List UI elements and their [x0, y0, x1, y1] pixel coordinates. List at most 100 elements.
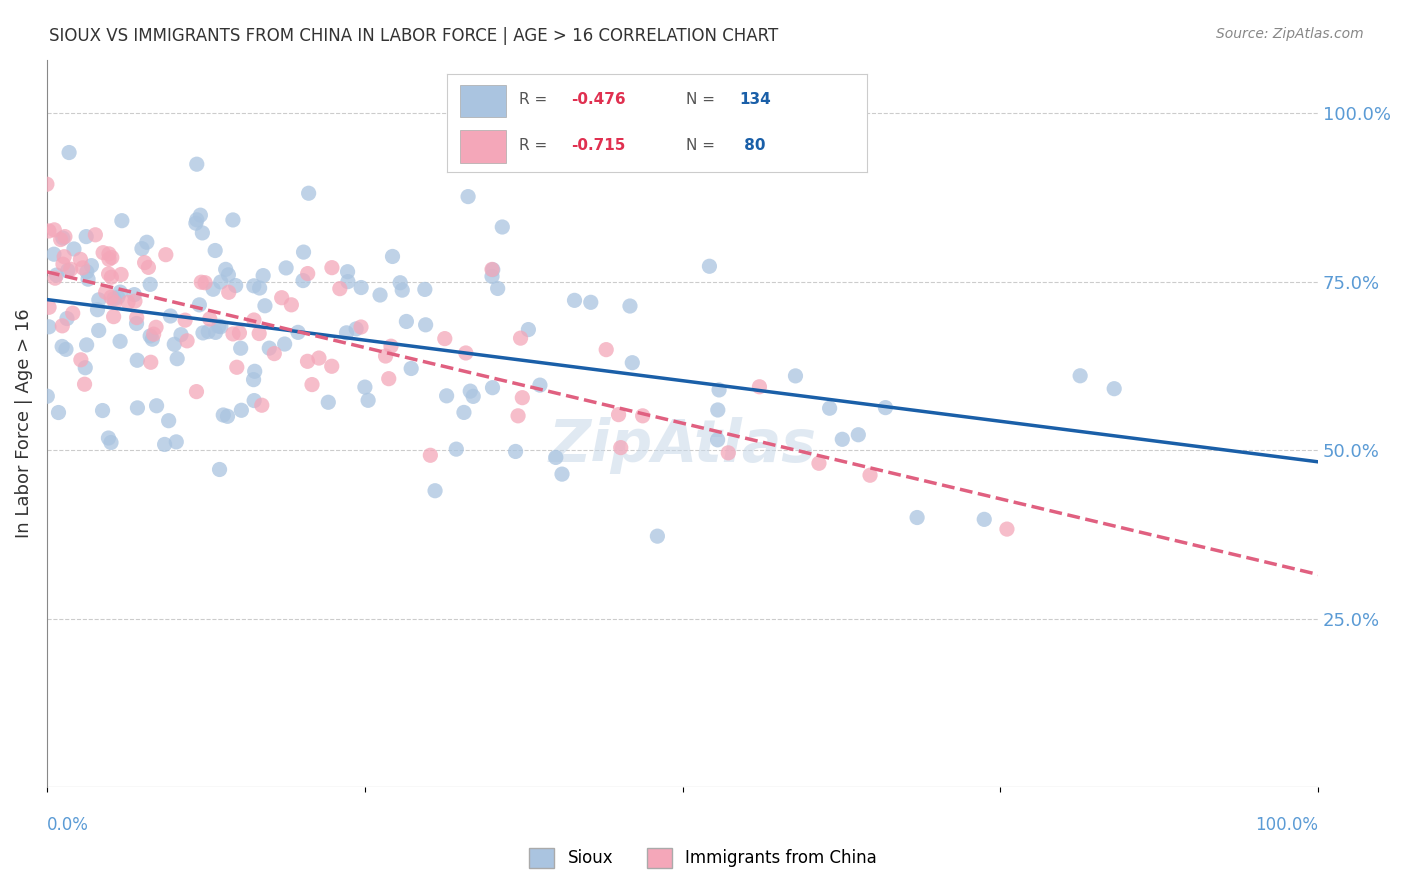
Point [209, 319, 232, 334]
Point [818, 401, 841, 416]
Point [551, 467, 574, 482]
Point [56, 263, 79, 277]
Point [51, 339, 73, 353]
Point [308, 351, 330, 365]
Text: ZipAtlas: ZipAtlas [548, 417, 817, 474]
Point [270, 291, 292, 305]
Point [419, 448, 441, 462]
Point [217, 268, 239, 282]
Point [301, 377, 323, 392]
Point [423, 483, 446, 498]
Point [44, 271, 66, 285]
Point [124, 294, 146, 309]
Point [243, 313, 266, 327]
Point [166, 351, 188, 366]
Point [91, 245, 114, 260]
Point [45, 268, 67, 282]
Point [344, 322, 367, 336]
Point [153, 437, 176, 451]
Point [97, 267, 120, 281]
Point [131, 242, 153, 256]
Point [62, 306, 84, 320]
Point [94, 285, 117, 300]
Point [108, 334, 131, 349]
Point [52, 231, 75, 245]
Point [316, 395, 339, 409]
Point [70, 352, 93, 367]
Point [84, 227, 107, 242]
Point [875, 401, 897, 415]
Point [368, 288, 391, 302]
Point [225, 278, 247, 293]
Point [100, 270, 122, 285]
Point [297, 354, 319, 368]
Point [110, 268, 132, 282]
Point [1102, 382, 1125, 396]
Point [287, 326, 309, 340]
Point [717, 446, 740, 460]
Point [145, 399, 167, 413]
Point [329, 282, 352, 296]
Point [58, 145, 80, 160]
Point [124, 287, 146, 301]
Point [38, 224, 60, 238]
Point [707, 403, 730, 417]
Point [706, 433, 728, 447]
Point [209, 275, 232, 289]
Point [250, 398, 273, 412]
Point [381, 250, 404, 264]
Point [80, 259, 103, 273]
Point [389, 276, 412, 290]
Point [481, 269, 503, 284]
Point [103, 292, 125, 306]
Point [100, 435, 122, 450]
Point [218, 285, 240, 300]
Point [222, 326, 245, 341]
Point [190, 208, 212, 222]
Point [139, 277, 162, 292]
Point [350, 280, 373, 294]
Point [174, 313, 197, 327]
Point [139, 355, 162, 369]
Point [51, 318, 73, 333]
Point [453, 405, 475, 419]
Point [107, 290, 129, 304]
Point [159, 309, 181, 323]
Point [191, 226, 214, 240]
Point [298, 186, 321, 201]
Point [42, 247, 65, 261]
Point [785, 368, 807, 383]
Point [446, 442, 468, 457]
Point [374, 349, 396, 363]
Point [100, 290, 122, 304]
Point [225, 360, 247, 375]
Point [134, 255, 156, 269]
Point [97, 247, 120, 261]
Point [354, 380, 377, 394]
Point [457, 189, 479, 203]
Point [242, 373, 264, 387]
Point [186, 212, 208, 227]
Point [48, 405, 70, 419]
Point [155, 248, 177, 262]
Point [321, 260, 343, 275]
Point [69, 252, 91, 267]
Point [229, 341, 252, 355]
Point [101, 251, 124, 265]
Text: SIOUX VS IMMIGRANTS FROM CHINA IN LABOR FORCE | AGE > 16 CORRELATION CHART: SIOUX VS IMMIGRANTS FROM CHINA IN LABOR … [49, 27, 779, 45]
Point [621, 356, 644, 370]
Point [973, 512, 995, 526]
Point [377, 372, 399, 386]
Point [38, 319, 60, 334]
Point [391, 283, 413, 297]
Point [231, 403, 253, 417]
Point [707, 383, 730, 397]
Point [486, 281, 509, 295]
Point [197, 325, 219, 339]
Point [35, 178, 58, 192]
Point [415, 318, 437, 332]
Point [73, 377, 96, 392]
Point [263, 346, 285, 360]
Point [995, 522, 1018, 536]
Point [208, 462, 231, 476]
